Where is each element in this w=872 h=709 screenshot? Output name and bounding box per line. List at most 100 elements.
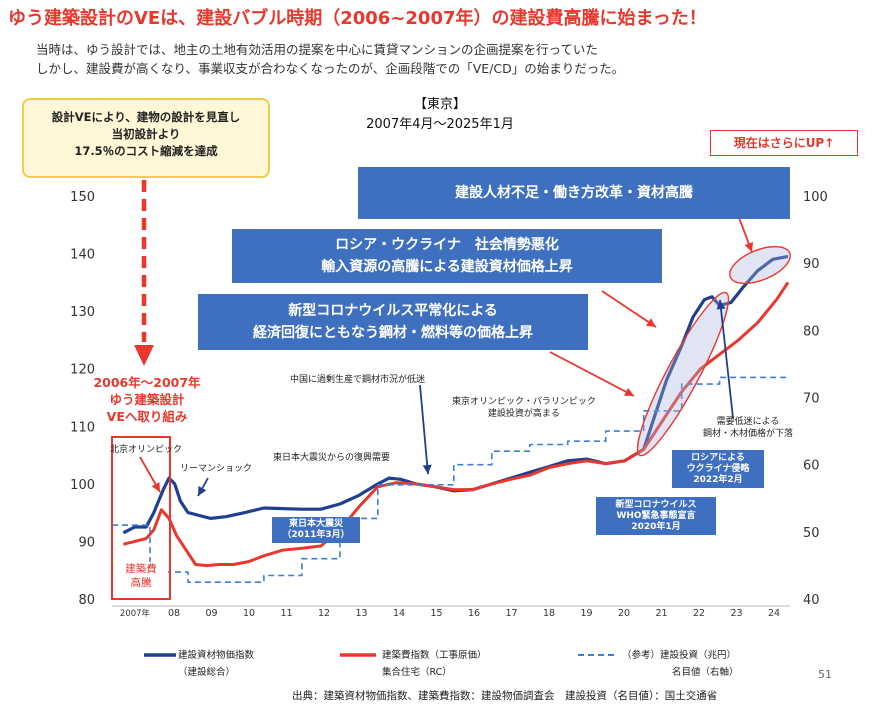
y-left-tick-label: 150 (70, 190, 95, 205)
page-number: 51 (818, 668, 832, 681)
y-left-tick-label: 130 (70, 305, 95, 320)
russia-tag-line-3: 2022年2月 (693, 475, 743, 485)
x-tick-label: 16 (468, 608, 480, 619)
arrow-demand-drop-head (716, 300, 726, 310)
y-left-tick-label: 100 (70, 478, 95, 493)
cost-surge-line-2: 高騰 (130, 577, 152, 589)
y-right-tick-label: 60 (803, 459, 820, 474)
x-axis: 2007年 08 09 10 11 12 13 14 15 16 17 18 19 20 21 22 23 24 (112, 605, 790, 619)
arrow-demand-drop-line (719, 299, 734, 419)
highlight-ellipse-current (729, 245, 791, 285)
y-right-tick-label: 40 (803, 593, 820, 608)
legend-material-label: 建設資材物価指数 (178, 650, 255, 661)
tag-russia-invasion: ロシアによる ウクライナ侵略 2022年2月 (672, 450, 764, 488)
x-tick-label: 23 (730, 608, 742, 619)
cost-surge-note: 建築費 高騰 (114, 562, 168, 590)
x-tick-label: 10 (243, 608, 255, 619)
ve-start-line-1: 2006年～2007年 (93, 375, 201, 390)
y-left-tick-label: 110 (70, 420, 95, 435)
ve-box-line-2: 当初設計より (111, 127, 181, 141)
ve-start-note: 2006年～2007年 ゆう建築設計 VEへ取り組み (80, 374, 214, 425)
chart-region-heading: 【東京】 2007年4月～2025年1月 (290, 95, 590, 135)
legend-invest-sub: 名目値（右軸） (672, 667, 739, 678)
y-left-tick-label: 120 (70, 363, 95, 378)
annotation-beijing: 北京オリンピック (110, 445, 183, 455)
y-right-tick-label: 80 (803, 324, 820, 339)
arrow-labor-head (744, 241, 754, 252)
annotation-lehman: リーマンショック (180, 464, 253, 474)
covid-tag-line-1: 新型コロナウイルス (615, 500, 697, 510)
ve-start-line-3: VEへ取り組み (106, 409, 188, 424)
left-axis: 80 90 100 110 120 130 140 150 (70, 190, 95, 608)
y-left-tick-label: 80 (78, 593, 95, 608)
annotation-demand-drop: 需要低迷による 鋼材・木材価格が下落 (703, 416, 793, 440)
arrow-russia-head (646, 318, 656, 327)
covid-tag-line-3: 2020年1月 (631, 522, 681, 532)
legend-cost-sub: 集合住宅（RC） (382, 667, 452, 678)
tag-great-east-japan-quake: 東日本大震災 （2011年3月） (272, 517, 360, 543)
demand-drop-line-1: 需要低迷による (716, 417, 780, 427)
x-tick-label: 17 (505, 608, 517, 619)
ve-achievement-box: 設計VEにより、建物の設計を見直し 当初設計より 17.5％のコスト縮減を達成 (22, 98, 270, 178)
banner-covid-line-2: 経済回復にともなう鋼材・燃料等の価格上昇 (253, 325, 533, 341)
right-axis: 40 50 60 70 80 90 100 (803, 190, 828, 608)
russia-tag-line-1: ロシアによる (691, 453, 745, 463)
arrow-china-line (419, 384, 429, 475)
page-title: ゆう建築設計のVEは、建設バブル時期（2006~2007年）の建設費高騰に始まっ… (8, 8, 707, 29)
quake-tag-line-1: 東日本大震災 (288, 519, 343, 529)
annotation-tokyo2020: 東京オリンピック・パラリンピック 建設投資が高まる (452, 396, 596, 420)
tokyo2020-line-1: 東京オリンピック・パラリンピック (452, 397, 596, 407)
y-right-tick-label: 90 (803, 257, 820, 272)
y-right-tick-label: 50 (803, 526, 820, 541)
legend-invest-label: （参考）建設投資（兆円） (622, 650, 737, 661)
banner-labor-shortage: 建設人材不足・働き方改革・資材高騰 (358, 167, 790, 219)
region-name: 【東京】 (413, 97, 466, 112)
banner-russia-line-2: 輸入資源の高騰による建設資材価格上昇 (321, 259, 573, 275)
ve-start-line-2: ゆう建築設計 (109, 392, 185, 407)
banner-covid-line-1: 新型コロナウイルス平常化による (288, 303, 498, 319)
price-up-box: 現在はさらにUP↑ (710, 130, 858, 156)
series-layer (112, 254, 790, 584)
decoration-layer (111, 180, 791, 657)
annotation-quake-demand: 東日本大震災からの復興需要 (273, 453, 391, 463)
tokyo2020-line-2: 建設投資が高まる (487, 409, 560, 419)
tag-covid-who: 新型コロナウイルス WHO緊急事態宣言 2020年1月 (596, 497, 716, 535)
arrow-china-head (422, 464, 432, 474)
region-period: 2007年4月～2025年1月 (366, 117, 514, 132)
arrow-beijing-head (151, 481, 160, 492)
intro-line-1: 当時は、ゆう設計では、地主の土地有効活用の提案を中心に賃貸マンションの企画提案を… (36, 42, 598, 57)
annotation-china-steel: 中国に過剰生産で鋼材市況が低迷 (290, 375, 426, 385)
cost-surge-frame (111, 436, 171, 600)
x-tick-label: 20 (618, 608, 630, 619)
x-tick-label: 09 (205, 608, 217, 619)
y-left-tick-label: 90 (78, 535, 95, 550)
legend-cost-label: 建築費指数（工事原価） (382, 650, 487, 661)
dashed-down-arrow-head (134, 345, 154, 366)
series-line-investment (112, 376, 788, 584)
ve-box-line-1: 設計VEにより、建物の設計を見直し (51, 110, 241, 124)
x-tick-label: 08 (168, 608, 180, 619)
intro-text: 当時は、ゆう設計では、地主の土地有効活用の提案を中心に賃貸マンションの企画提案を… (36, 40, 624, 78)
ve-box-line-3: 17.5％のコスト縮減を達成 (74, 144, 218, 158)
x-tick-label: 15 (430, 608, 442, 619)
x-tick-label: 13 (355, 608, 367, 619)
intro-line-2: しかし、建設費が高くなり、事業収支が合わなくなったのが、企画段階での「VE/CD… (36, 61, 625, 76)
arrow-lehman-head (198, 485, 207, 496)
x-tick-label: 24 (768, 608, 780, 619)
x-tick-label: 22 (693, 608, 705, 619)
russia-tag-line-2: ウクライナ侵略 (686, 464, 750, 474)
x-tick-label: 11 (280, 608, 292, 619)
y-left-tick-label: 140 (70, 248, 95, 263)
banner-russia-ukraine: ロシア・ウクライナ 社会情勢悪化 輸入資源の高騰による建設資材価格上昇 (232, 229, 662, 283)
legend-material-sub: （建設総合） (178, 667, 236, 678)
x-tick-label: 12 (318, 608, 330, 619)
banner-russia-line-1: ロシア・ウクライナ 社会情勢悪化 (335, 237, 559, 253)
y-right-tick-label: 100 (803, 190, 828, 205)
arrow-covid-recovery-line (549, 351, 635, 397)
quake-tag-line-2: （2011年3月） (282, 530, 350, 540)
arrow-russia-line (601, 290, 657, 328)
demand-drop-line-2: 鋼材・木材価格が下落 (703, 429, 794, 439)
x-tick-label: 21 (655, 608, 667, 619)
x-tick-label: 14 (393, 608, 405, 619)
